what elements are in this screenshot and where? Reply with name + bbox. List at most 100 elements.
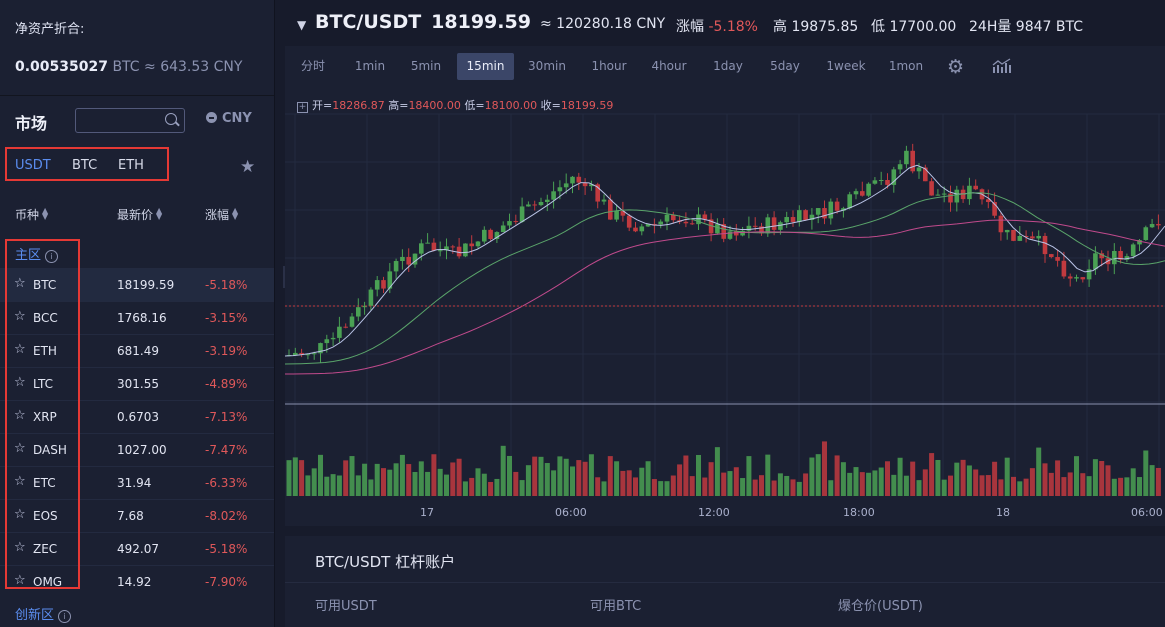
indicator-icon[interactable]: [992, 58, 1012, 74]
volume-bar: [614, 461, 620, 496]
info-icon[interactable]: i: [45, 250, 59, 263]
timeframe-1min[interactable]: 1min: [354, 59, 386, 73]
favorite-star-icon[interactable]: ☆: [14, 375, 26, 390]
favorite-star-icon[interactable]: ☆: [14, 309, 26, 324]
candle-body: [992, 202, 997, 216]
row-price: 1768.16: [117, 311, 167, 325]
expand-icon[interactable]: +: [297, 102, 308, 113]
favorite-star-icon[interactable]: ☆: [14, 573, 26, 588]
volume-bar: [784, 475, 790, 496]
candle-body: [841, 208, 846, 211]
favorite-star-icon[interactable]: ☆: [14, 342, 26, 357]
volume-bar: [412, 471, 418, 496]
candlestick-chart[interactable]: [285, 86, 1165, 504]
tab-btc[interactable]: BTC: [72, 158, 98, 173]
candle-body: [1004, 229, 1010, 233]
timeframe-5min[interactable]: 5min: [410, 59, 442, 73]
row-change: -7.47%: [205, 443, 248, 457]
candle-body: [721, 224, 726, 239]
timeframe-1mon[interactable]: 1mon: [888, 59, 924, 73]
candle-body: [1042, 235, 1048, 255]
favorite-star-icon[interactable]: ☆: [14, 474, 26, 489]
market-row-ltc[interactable]: ☆ LTC 301.55 -4.89%: [0, 367, 274, 400]
row-price: 18199.59: [117, 278, 175, 292]
x-axis-label: 12:00: [698, 506, 730, 519]
candle-body: [872, 180, 878, 184]
favorite-star-icon[interactable]: ☆: [14, 276, 26, 291]
volume-bar: [469, 477, 475, 496]
favorite-star-icon[interactable]: ☆: [14, 540, 26, 555]
candle-body: [563, 183, 569, 188]
timeframe-1day[interactable]: 1day: [713, 59, 743, 73]
volume-bar: [828, 480, 834, 496]
market-row-xrp[interactable]: ☆ XRP 0.6703 -7.13%: [0, 400, 274, 433]
tab-eth[interactable]: ETH: [118, 158, 144, 173]
candle-body: [482, 229, 487, 242]
favorite-star-icon[interactable]: ☆: [14, 441, 26, 456]
row-symbol: ZEC: [33, 542, 58, 556]
candle-body: [324, 339, 330, 344]
settings-gear-icon[interactable]: ⚙: [947, 56, 965, 78]
market-row-dash[interactable]: ☆ DASH 1027.00 -7.47%: [0, 433, 274, 466]
candle-body: [815, 208, 821, 215]
col-header-change[interactable]: 涨幅 ▲ ▼: [205, 206, 239, 223]
col-header-coin[interactable]: 币种 ▲ ▼: [15, 206, 49, 223]
volume-bar: [557, 456, 563, 496]
volume-bar: [570, 466, 575, 496]
timeframe-4hour[interactable]: 4hour: [651, 59, 687, 73]
candle-body: [866, 183, 871, 196]
candle-body: [689, 223, 695, 225]
market-search-input[interactable]: [75, 108, 185, 133]
candle-body: [519, 206, 525, 222]
market-row-eos[interactable]: ☆ EOS 7.68 -8.02%: [0, 499, 274, 532]
market-row-eth[interactable]: ☆ ETH 681.49 -3.19%: [0, 334, 274, 367]
tab-usdt[interactable]: USDT: [15, 158, 51, 173]
net-asset-btc-amount: 0.00535027: [15, 59, 108, 75]
timeframe-1hour[interactable]: 1hour: [591, 59, 627, 73]
search-icon[interactable]: [165, 113, 177, 125]
market-row-etc[interactable]: ☆ ETC 31.94 -6.33%: [0, 466, 274, 499]
market-row-zec[interactable]: ☆ ZEC 492.07 -5.18%: [0, 532, 274, 565]
candle-body: [349, 316, 355, 327]
volume-bar: [645, 461, 651, 496]
currency-toggle[interactable]: CNY: [206, 111, 252, 126]
net-asset-value: 0.00535027 BTC ≈ 643.53 CNY: [15, 59, 242, 75]
candle-body: [847, 194, 852, 209]
candle-body: [904, 150, 909, 165]
candle-body: [1080, 277, 1086, 280]
info-icon[interactable]: i: [58, 610, 72, 623]
candle-body: [507, 221, 512, 226]
x-axis-label: 06:00: [1131, 506, 1163, 519]
timeframe-5day[interactable]: 5day: [770, 59, 800, 73]
timeframe-30min[interactable]: 30min: [528, 59, 566, 73]
timeframe-1week[interactable]: 1week: [826, 59, 866, 73]
volume-bar: [822, 441, 827, 496]
volume-bar: [349, 456, 355, 496]
volume-bar: [922, 469, 928, 496]
market-row-omg[interactable]: ☆ OMG 14.92 -7.90%: [0, 565, 274, 598]
candle-body: [437, 250, 443, 252]
market-row-bcc[interactable]: ☆ BCC 1768.16 -3.15%: [0, 301, 274, 334]
candle-body: [589, 184, 594, 187]
volume-bar: [815, 454, 821, 496]
candle-body: [702, 214, 708, 220]
favorite-star-icon[interactable]: ☆: [14, 507, 26, 522]
volume-bar: [507, 455, 512, 496]
candle-body: [337, 326, 342, 338]
candle-body: [771, 217, 777, 230]
timeframe-分时[interactable]: 分时: [300, 59, 325, 73]
favorites-star-icon[interactable]: ★: [240, 157, 256, 177]
row-symbol: EOS: [33, 509, 58, 523]
volume-bar: [891, 474, 897, 496]
ticker-high: 高 19875.85: [773, 19, 859, 35]
favorite-star-icon[interactable]: ☆: [14, 408, 26, 423]
candle-body: [671, 214, 676, 221]
volume-bar: [689, 476, 695, 496]
volume-bar: [299, 460, 305, 496]
timeframe-15min[interactable]: 15min: [457, 53, 514, 80]
row-price: 492.07: [117, 542, 159, 556]
pair-title[interactable]: BTC/USDT 18199.59: [315, 11, 531, 33]
market-row-btc[interactable]: ☆ BTC 18199.59 -5.18%: [0, 268, 274, 301]
col-header-price[interactable]: 最新价 ▲ ▼: [117, 206, 163, 223]
pair-menu-icon[interactable]: ▼: [297, 18, 307, 32]
